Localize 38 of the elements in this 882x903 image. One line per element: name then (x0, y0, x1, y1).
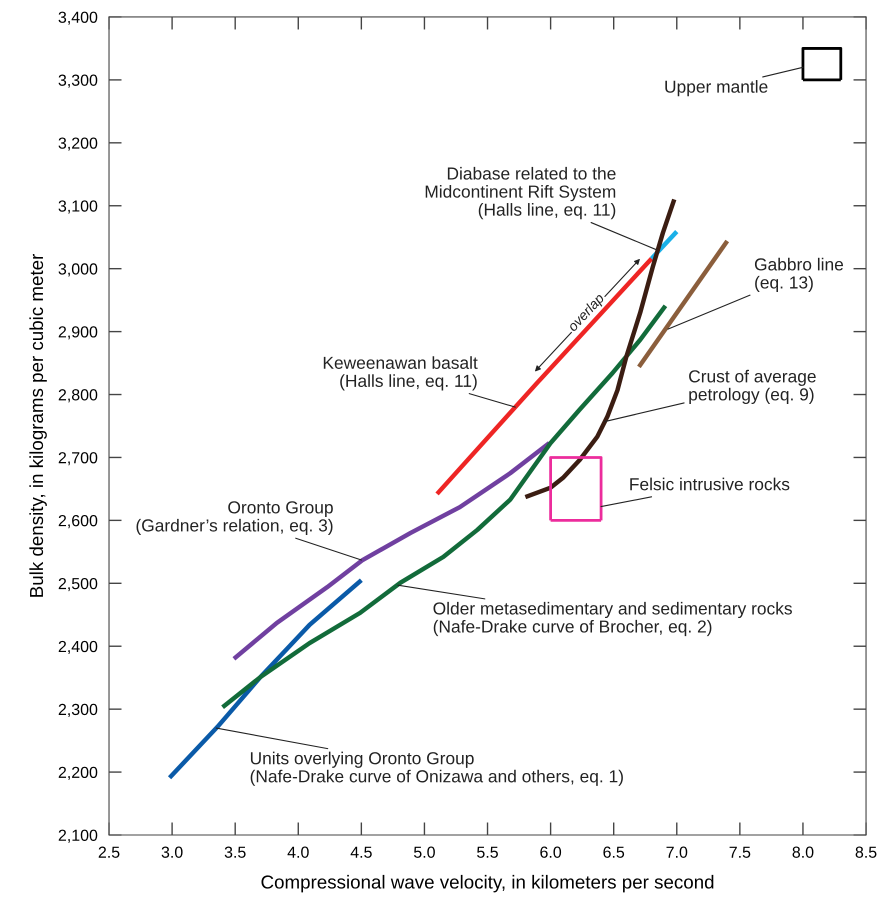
x-tick-label: 4.5 (350, 846, 372, 858)
x-tick-label: 7.5 (730, 846, 750, 858)
x-tick-label: 8.5 (856, 846, 876, 858)
x-tick-label: 5.5 (477, 846, 498, 858)
y-tick-label: 3,200 (58, 137, 98, 151)
x-axis-title: Compressional wave velocity, in kilometers per second (261, 874, 714, 892)
x-tick-label: 3.0 (162, 846, 183, 858)
x-tick-label: 6.0 (540, 846, 562, 858)
x-tick-label: 6.5 (603, 846, 624, 858)
annotation: Gabbro line (eq. 13) (754, 258, 844, 292)
x-tick-label: 4.0 (288, 846, 309, 858)
y-tick-label: 2,200 (58, 766, 98, 780)
annotation: Felsic intrusive rocks (630, 478, 790, 490)
y-tick-label: 2,500 (58, 578, 98, 592)
x-tick-label: 2.5 (98, 846, 120, 858)
x-tick-label: 5.0 (414, 846, 435, 858)
y-tick-label: 2,700 (58, 452, 98, 466)
annotation: Units overlying Oronto Group (Nafe-Drake curve of Onizawa and others, eq. 1) (250, 752, 623, 786)
x-tick-label: 8.0 (792, 846, 814, 858)
annotation: Upper mantle (665, 80, 768, 96)
y-tick-label: 3,000 (58, 263, 98, 277)
annotation: Keweenawan basalt (Halls line, eq. 11) (324, 356, 478, 390)
y-tick-label: 2,900 (58, 326, 98, 340)
y-tick-label: 2,800 (58, 389, 98, 402)
annotation: Oronto Group (Gardner’s relation, eq. 3) (136, 501, 333, 536)
annotation: Older metasedimentary and sedimentary rocks (Nafe-Drake curve of Brocher, eq. 2) (433, 602, 792, 636)
y-tick-label: 3,300 (58, 74, 98, 88)
y-tick-label: 3,100 (58, 200, 98, 214)
x-tick-label: 3.5 (224, 846, 246, 858)
x-tick-label: 7.0 (666, 846, 688, 858)
y-tick-label: 2,400 (58, 640, 98, 654)
annotation: Diabase related to the Midcontinent Rift System (Halls line, eq. 11) (426, 166, 616, 220)
y-tick-label: 3,400 (58, 12, 98, 25)
annotation: Crust of average petrology (eq. 9) (689, 370, 816, 404)
y-tick-label: 2,100 (58, 830, 98, 843)
y-tick-label: 2,600 (58, 515, 98, 528)
y-tick-label: 2,300 (58, 704, 98, 717)
y-axis-title: Bulk density, in kilograms per cubic meter (29, 254, 47, 597)
